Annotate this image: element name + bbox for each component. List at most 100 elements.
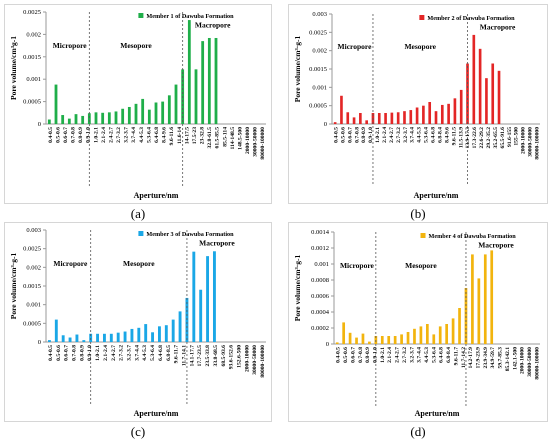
x-tick-label: 4.4-5.3 <box>417 127 423 143</box>
x-tick-label: 0.7-0.8 <box>358 347 364 363</box>
x-tick-label: 29.2-35.2 <box>486 127 492 149</box>
bar <box>109 333 113 342</box>
bar <box>387 336 391 344</box>
bar <box>393 336 397 344</box>
bar <box>178 311 182 342</box>
x-tick-label: 35.2-65.5 <box>493 127 499 149</box>
bar <box>355 337 358 344</box>
bar <box>466 63 469 124</box>
bar <box>346 112 350 124</box>
x-tick-label: 6.4-6.8 <box>431 127 437 143</box>
legend-swatch <box>419 15 425 20</box>
bar <box>94 112 98 124</box>
bar <box>415 107 419 124</box>
x-tick-label: 4.4-5.3 <box>142 345 148 361</box>
bar <box>96 333 100 342</box>
x-tick-label: 5.3-6.4 <box>424 127 430 143</box>
region-label-macropore: Macropore <box>199 239 235 248</box>
region-label-macropore: Macropore <box>478 241 514 250</box>
x-tick-label: 23.9-34.9 <box>483 347 489 369</box>
bar <box>127 106 131 124</box>
region-label-micropore: Micropore <box>53 41 88 50</box>
bar <box>194 69 198 124</box>
bar <box>61 335 65 342</box>
x-tick-label: 17.3-22.6 <box>472 127 478 149</box>
bar <box>167 95 171 124</box>
bar <box>187 20 191 125</box>
x-tick-label: 80000-100000 <box>534 347 540 380</box>
x-tick-label: 9.6-11.7 <box>174 345 180 364</box>
panel-frame <box>288 4 548 204</box>
y-axis-label: Pore volume/cm³g-1 <box>9 36 18 100</box>
x-tick-label: 0.5-0.6 <box>343 347 349 363</box>
y-tick-label: 0.0015 <box>309 66 327 73</box>
x-tick-label: 3.2-3.7 <box>403 127 409 143</box>
x-tick-label: 0.7-0.8 <box>354 127 360 143</box>
x-tick-label: 85.3-142.1 <box>505 347 511 371</box>
x-tick-label: 0.5-0.6 <box>340 127 346 143</box>
y-tick-label: 0.0025 <box>309 29 327 36</box>
bar <box>400 334 403 344</box>
panel-caption-c: (c) <box>130 424 146 439</box>
x-tick-label: 0.6-0.7 <box>347 127 353 143</box>
y-tick-label: 0 <box>38 121 41 128</box>
y-tick-label: 0 <box>326 341 329 348</box>
x-tick-label: 2.4-2.7 <box>111 345 117 361</box>
bar <box>434 111 438 124</box>
chart-panel-b: 0 0.0005 0.001 0.0015 0.002 0.0025 0.003 Pore v… <box>288 4 548 204</box>
legend-label: Member 3 of Dawuba Formation <box>146 231 234 238</box>
bar <box>116 332 120 342</box>
x-tick-label: 0.7-0.8 <box>72 345 78 361</box>
bar <box>199 289 203 342</box>
bar <box>422 105 425 124</box>
x-axis-label: Aperture/nm <box>134 191 179 200</box>
bar <box>89 333 93 342</box>
bar <box>472 34 476 124</box>
chart-panel-d: 0 0.0002 0.0004 0.0006 0.0008 0.001 0.0012 0.00… <box>288 222 548 422</box>
x-tick-label: 65.5-91.6 <box>500 127 506 149</box>
x-axis-label: Aperture/nm <box>414 191 459 200</box>
x-tick-label: 1.0-2.1 <box>95 345 101 361</box>
x-tick-label: 9.6-11.6 <box>169 127 175 146</box>
bar <box>201 41 205 125</box>
x-tick-label: 0.4-0.5 <box>333 127 339 143</box>
x-tick-label: 0.4-0.5 <box>48 127 54 143</box>
x-tick-label: 2.1-2.4 <box>382 127 388 143</box>
bar <box>451 318 455 344</box>
bar <box>365 120 368 124</box>
y-tick-label: 0.001 <box>26 76 41 83</box>
x-tick-label: 6.4-6.8 <box>439 347 445 363</box>
bar <box>485 78 488 124</box>
legend-label: Member 4 of Dawuba Formation <box>429 233 517 240</box>
x-tick-label: 152.6-500 <box>237 345 243 368</box>
legend-label: Member 2 of Dawuba Formation <box>427 15 515 22</box>
x-tick-label: 0.9-1.0 <box>86 127 92 143</box>
x-tick-label: 6.4-6.8 <box>158 345 164 361</box>
x-tick-label: 14.1-17.7 <box>189 345 195 367</box>
x-tick-label: 68.5-93.6 <box>221 345 227 367</box>
x-tick-label: 22.6-29.2 <box>479 127 485 149</box>
bar <box>483 254 487 344</box>
y-tick-label: 0.0006 <box>311 293 330 300</box>
bar <box>440 104 444 124</box>
y-tick-label: 0.0008 <box>311 277 329 284</box>
x-tick-label: 2.7-3.2 <box>119 345 125 361</box>
panel-caption-d: (d) <box>410 424 426 439</box>
y-tick-label: 0.002 <box>26 31 41 38</box>
x-tick-label: 2.4-2.7 <box>389 127 395 143</box>
x-tick-label: 11.5-13.9 <box>458 127 464 148</box>
x-tick-label: 3.7-4.4 <box>131 127 137 143</box>
x-tick-label: 114-148.5 <box>230 127 236 150</box>
x-tick-label: 0.6-0.7 <box>63 127 69 143</box>
x-tick-label: 2.1-2.4 <box>103 345 109 361</box>
bar <box>171 319 175 342</box>
region-label-mesopore: Mesopore <box>123 259 155 268</box>
x-tick-label: 4.4-5.3 <box>424 347 430 363</box>
x-tick-label: 6.8-8.4 <box>437 127 443 143</box>
region-label-mesopore: Mesopore <box>404 42 436 51</box>
bar <box>144 324 148 342</box>
region-label-micropore: Micropore <box>53 259 88 268</box>
region-label-micropore: Micropore <box>338 42 373 51</box>
bar <box>134 103 138 124</box>
bar <box>174 84 178 124</box>
